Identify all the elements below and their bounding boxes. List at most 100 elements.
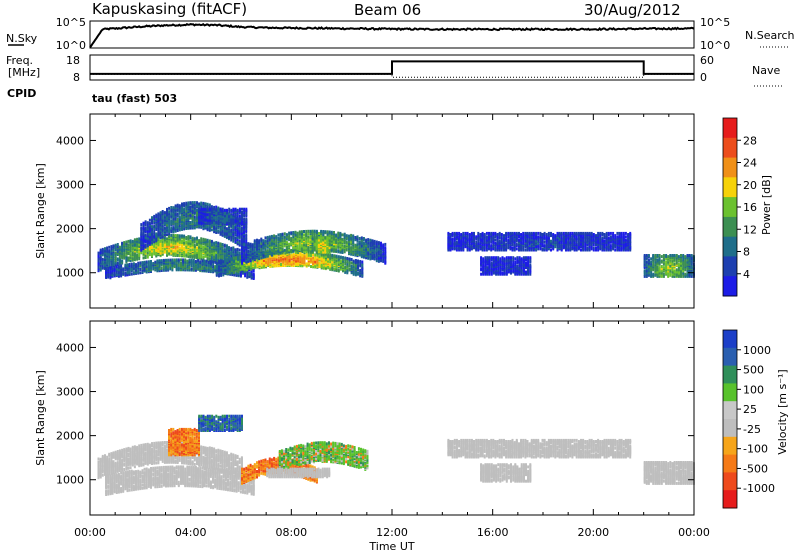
range-cell: [238, 216, 241, 220]
range-cell: [146, 253, 149, 257]
range-cell: [322, 252, 325, 256]
range-cell: [354, 236, 357, 239]
range-cell: [162, 268, 165, 272]
range-cell: [225, 249, 228, 253]
range-cell: [356, 247, 359, 251]
range-cell: [314, 253, 317, 257]
range-cell: [243, 220, 246, 224]
range-cell: [290, 254, 293, 257]
range-cell: [329, 262, 332, 266]
range-cell: [185, 209, 188, 213]
nsearch-tick-bottom: 10^0: [700, 39, 730, 52]
range-cell: [234, 213, 237, 217]
range-cell: [361, 266, 364, 269]
range-cell: [174, 237, 177, 241]
range-cell: [180, 265, 182, 268]
range-cell: [176, 252, 179, 256]
range-cell: [218, 273, 220, 277]
range-cell: [466, 248, 469, 252]
range-cell: [343, 232, 346, 236]
range-cell: [232, 256, 235, 260]
range-cell: [208, 243, 211, 247]
range-cell: [182, 262, 185, 266]
range-cell: [224, 268, 227, 272]
range-cell: [170, 236, 173, 240]
range-cell: [142, 249, 145, 253]
range-cell: [187, 203, 190, 207]
range-cell: [239, 255, 242, 259]
range-cell: [248, 271, 251, 275]
range-cell: [230, 215, 233, 219]
range-cell: [309, 247, 312, 251]
range-cell: [244, 274, 247, 278]
range-cell: [206, 227, 209, 231]
range-cell: [305, 254, 308, 258]
range-cell: [205, 259, 208, 263]
range-cell: [505, 246, 508, 250]
range-cell: [210, 257, 213, 261]
range-cell: [300, 243, 303, 247]
range-cell: [228, 267, 231, 271]
range-cell: [507, 231, 510, 235]
range-cell: [296, 233, 299, 237]
range-cell: [208, 218, 211, 222]
range-cell: [238, 241, 241, 245]
range-cell: [144, 220, 147, 224]
range-cell: [176, 203, 179, 207]
range-cell: [187, 245, 190, 248]
range-cell: [138, 253, 141, 257]
range-cell: [206, 250, 209, 254]
range-cell: [320, 256, 323, 260]
range-cell: [198, 207, 201, 211]
range-cell: [250, 263, 253, 267]
range-cell: [241, 211, 243, 214]
range-cell: [196, 211, 198, 215]
range-cell: [209, 270, 212, 274]
range-cell: [191, 222, 194, 225]
range-cell: [106, 246, 109, 250]
range-cell: [234, 227, 237, 231]
range-cell: [198, 213, 201, 217]
range-cell: [125, 240, 128, 244]
range-cell: [243, 246, 246, 250]
range-cell: [133, 257, 136, 261]
range-cell: [204, 209, 207, 213]
range-cell: [243, 217, 246, 221]
range-cell: [492, 247, 495, 251]
range-cell: [161, 232, 164, 236]
range-cell: [201, 266, 204, 269]
range-cell: [172, 234, 175, 237]
range-cell: [133, 238, 136, 242]
range-cell: [230, 250, 233, 254]
range-cell: [174, 245, 177, 249]
range-cell: [235, 266, 238, 270]
range-cell: [215, 224, 218, 228]
range-cell: [505, 231, 508, 235]
range-cell: [168, 248, 171, 252]
range-cell: [215, 241, 218, 245]
range-cell: [176, 234, 179, 238]
range-cell: [125, 246, 128, 249]
range-cell: [348, 234, 350, 238]
range-cell: [485, 248, 488, 252]
range-cell: [146, 247, 149, 251]
range-cell: [235, 271, 238, 275]
range-cell: [230, 238, 233, 242]
range-cell: [196, 208, 198, 212]
range-cell: [200, 222, 203, 225]
range-cell: [329, 253, 332, 257]
range-cell: [176, 208, 179, 212]
range-cell: [112, 247, 115, 251]
range-cell: [361, 270, 364, 274]
range-cell: [477, 248, 480, 252]
range-cell: [181, 202, 183, 206]
range-cell: [303, 230, 305, 233]
range-cell: [215, 226, 218, 230]
range-cell: [208, 215, 211, 219]
range-cell: [202, 201, 205, 205]
range-cell: [320, 239, 322, 243]
range-cell: [196, 201, 198, 205]
range-cell: [483, 233, 486, 236]
range-cell: [197, 259, 200, 262]
range-cell: [173, 258, 176, 262]
